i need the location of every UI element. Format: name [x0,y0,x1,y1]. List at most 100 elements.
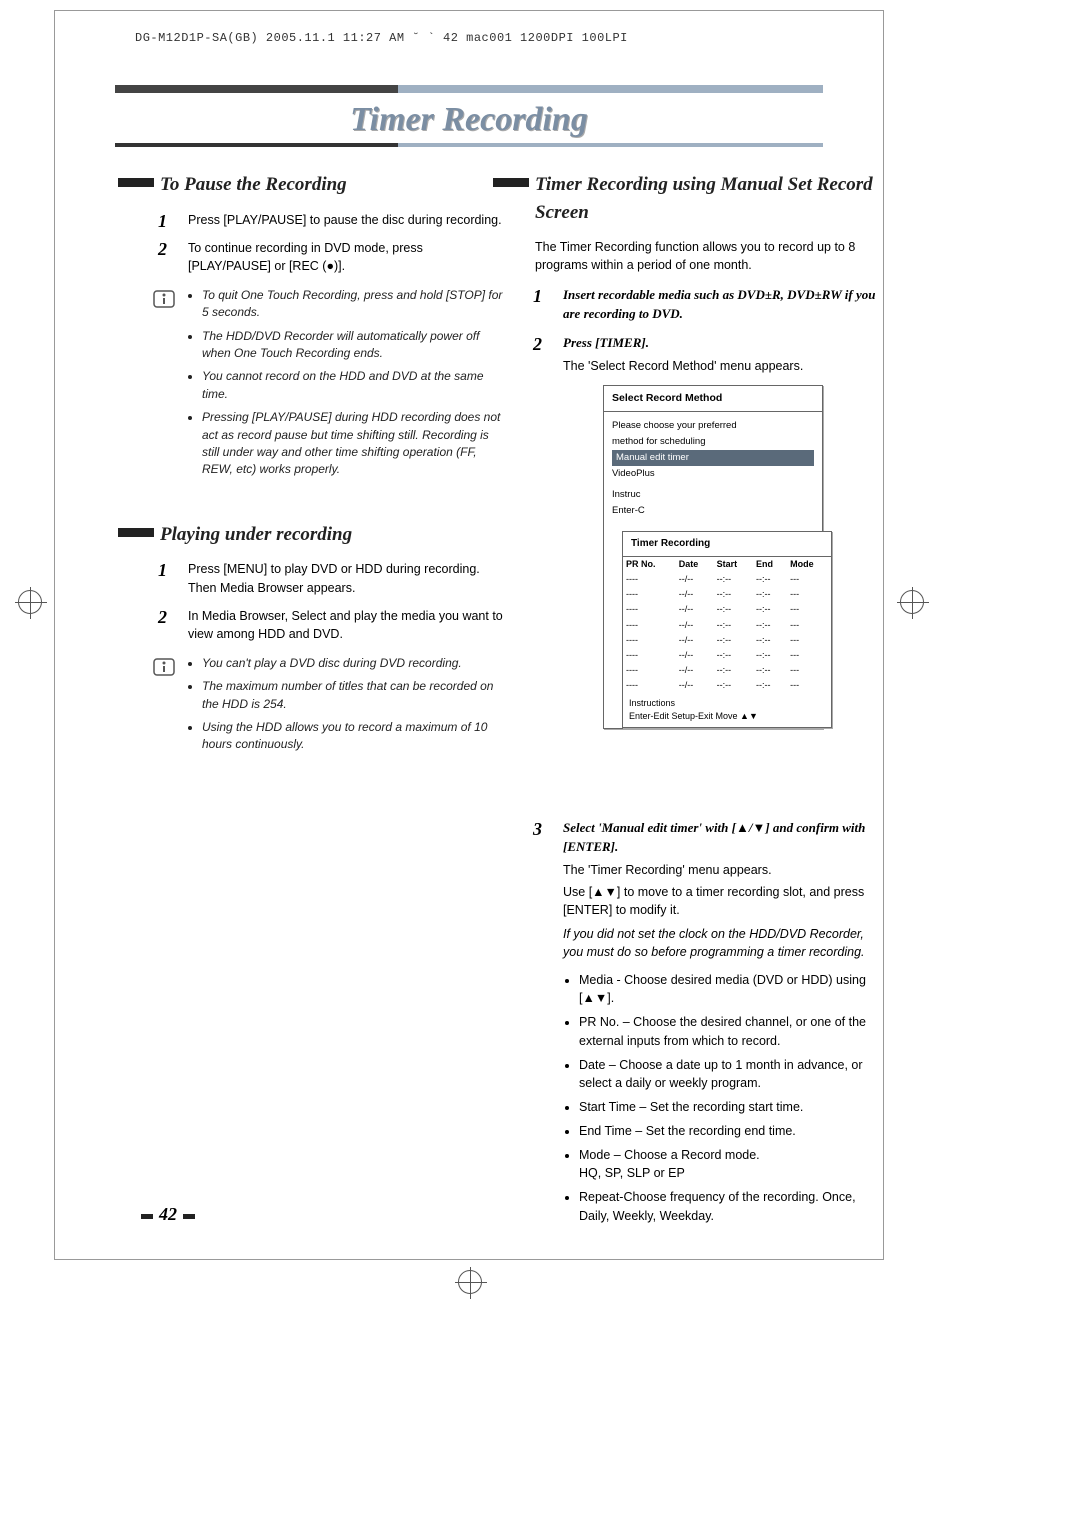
dialog-instructions: Instructions Enter-Edit Setup-Exit Move … [623,693,831,727]
table-cell: --:-- [753,663,787,678]
step-number: 2 [158,604,167,630]
table-row: ------/----:----:----- [623,618,831,633]
table-cell: --- [787,678,831,693]
table-cell: --:-- [714,618,753,633]
table-cell: --- [787,572,831,587]
table-cell: --- [787,587,831,602]
table-cell: --/-- [676,633,714,648]
table-header-row: PR No. Date Start End Mode [623,557,831,572]
select-record-method-dialog: Select Record Method Please choose your … [603,385,823,729]
table-cell: --/-- [676,648,714,663]
timer-step-2: 2Press [TIMER]. The 'Select Record Metho… [563,334,880,729]
table-row: ------/----:----:----- [623,663,831,678]
step-heading: Select 'Manual edit timer' with [▲/▼] an… [563,820,865,854]
step-number: 1 [158,208,167,234]
playing-steps: 1 Press [MENU] to play DVD or HDD during … [160,560,505,643]
step-text: Press [PLAY/PAUSE] to pause the disc dur… [188,213,502,227]
col-header: Date [676,557,714,572]
left-column: To Pause the Recording 1 Press [PLAY/PAUS… [160,171,505,760]
list-item: Media - Choose desired media (DVD or HDD… [579,971,880,1007]
section-pause-title: To Pause the Recording [160,171,505,199]
page-frame: DG-M12D1P-SA(GB) 2005.11.1 11:27 AM ˘ ` … [54,10,884,1260]
col-header: PR No. [623,557,676,572]
title-bar-bottom [115,143,823,147]
dialog-instr-text: Enter-C [612,503,814,519]
note-item: Pressing [PLAY/PAUSE] during HDD recordi… [202,409,505,479]
table-cell: --:-- [714,678,753,693]
info-icon [152,655,176,679]
table-cell: --/-- [676,602,714,617]
step-heading: Press [TIMER]. [563,335,649,350]
step-number: 2 [158,236,167,262]
table-cell: --:-- [753,633,787,648]
step-number: 1 [158,557,167,583]
table-cell: --- [787,633,831,648]
step-text: Press [MENU] to play DVD or HDD during r… [188,562,480,594]
table-cell: --:-- [714,633,753,648]
list-item: End Time – Set the recording end time. [579,1122,880,1140]
timer-intro: The Timer Recording function allows you … [535,238,880,274]
step-text: In Media Browser, Select and play the me… [188,609,503,641]
timer-step-3: 3Select 'Manual edit timer' with [▲/▼] a… [563,819,880,961]
table-cell: --/-- [676,587,714,602]
list-item: Date – Choose a date up to 1 month in ad… [579,1056,880,1092]
table-cell: --:-- [753,678,787,693]
pause-step-2: 2To continue recording in DVD mode, pres… [188,239,505,275]
step-body: Use [▲▼] to move to a timer recording sl… [563,883,880,919]
step-number: 1 [533,283,542,309]
col-header: Mode [787,557,831,572]
table-row: ------/----:----:----- [623,633,831,648]
right-column: Timer Recording using Manual Set Record … [535,171,880,1231]
table-cell: ---- [623,648,676,663]
dialog-body: Please choose your preferred method for … [604,412,822,525]
timer-options-list: Media - Choose desired media (DVD or HDD… [563,971,880,1225]
section-timer-title: Timer Recording using Manual Set Record … [535,171,880,226]
table-row: ------/----:----:----- [623,572,831,587]
table-cell: --:-- [714,602,753,617]
col-header: Start [714,557,753,572]
table-cell: --/-- [676,572,714,587]
table-row: ------/----:----:----- [623,648,831,663]
table-cell: --/-- [676,663,714,678]
step-heading: Insert recordable media such as DVD±R, D… [563,287,875,321]
step-body: The 'Select Record Method' menu appears. [563,357,880,375]
col-header: End [753,557,787,572]
playing-step-2: 2In Media Browser, Select and play the m… [188,607,505,643]
page-number: 42 [159,1204,177,1225]
pause-steps: 1 Press [PLAY/PAUSE] to pause the disc du… [160,211,505,275]
list-item: Start Time – Set the recording start tim… [579,1098,880,1116]
step-text: To continue recording in DVD mode, press… [188,241,423,273]
table-cell: --:-- [714,572,753,587]
table-cell: --:-- [753,587,787,602]
note-item: The maximum number of titles that can be… [202,678,505,713]
note-item: The HDD/DVD Recorder will automatically … [202,328,505,363]
list-item: PR No. – Choose the desired channel, or … [579,1013,880,1049]
table-cell: --:-- [753,618,787,633]
table-cell: ---- [623,633,676,648]
step-body: The 'Timer Recording' menu appears. [563,861,880,879]
dialog-title: Timer Recording [623,532,831,558]
dialog-title: Select Record Method [604,386,822,412]
dialog-option-selected: Manual edit timer [612,450,814,466]
table-cell: --- [787,618,831,633]
pause-step-1: 1Press [PLAY/PAUSE] to pause the disc du… [188,211,505,229]
table-cell: --:-- [714,587,753,602]
registration-mark-icon [18,590,42,614]
table-cell: --:-- [753,602,787,617]
section-playing-title: Playing under recording [160,521,505,549]
note-item: Using the HDD allows you to record a max… [202,719,505,754]
timer-step-1: 1Insert recordable media such as DVD±R, … [563,286,880,324]
table-cell: ---- [623,572,676,587]
timer-recording-dialog: Timer Recording PR No. Date Start End Mo… [622,531,832,728]
step-number: 2 [533,331,542,357]
table-cell: --:-- [714,648,753,663]
table-cell: --- [787,648,831,663]
table-cell: ---- [623,678,676,693]
table-cell: --:-- [753,572,787,587]
table-cell: --:-- [753,648,787,663]
table-cell: ---- [623,602,676,617]
step-note: If you did not set the clock on the HDD/… [563,925,880,961]
timer-table: PR No. Date Start End Mode ------/----:-… [623,557,831,692]
registration-mark-icon [900,590,924,614]
list-item: Repeat-Choose frequency of the recording… [579,1188,880,1224]
